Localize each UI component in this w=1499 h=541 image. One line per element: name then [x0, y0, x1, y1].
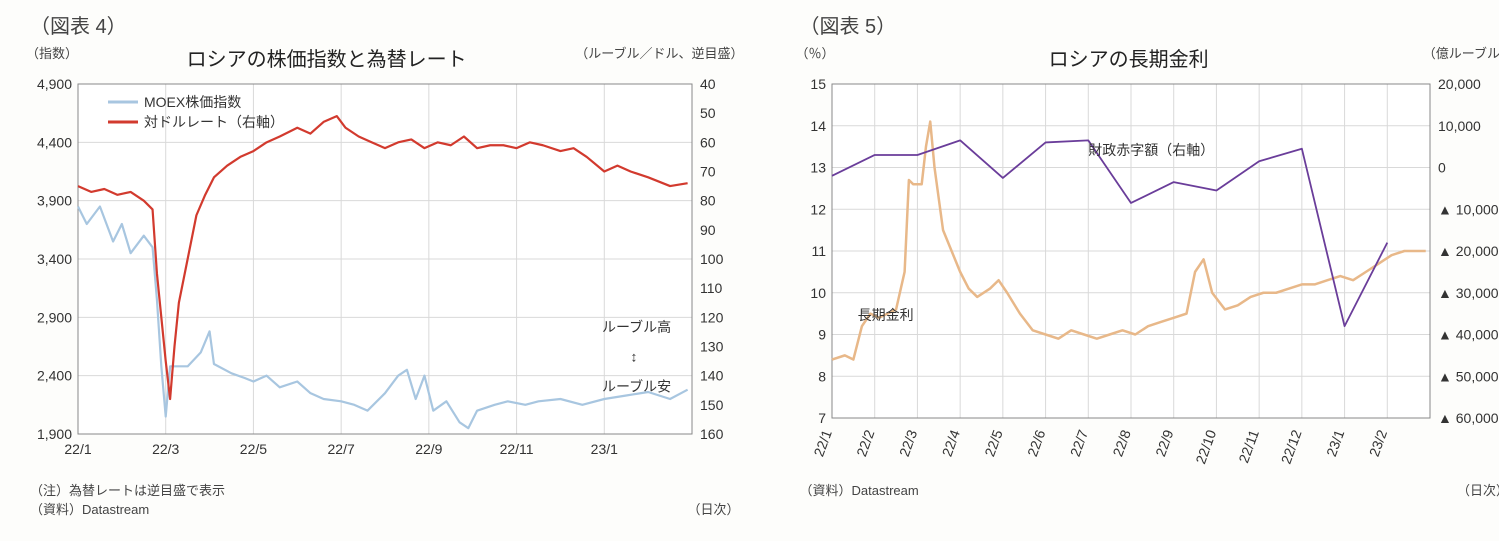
chart5-figure-label: （図表 5）	[800, 10, 1499, 39]
svg-text:160: 160	[700, 426, 724, 442]
svg-text:22/6: 22/6	[1024, 427, 1048, 458]
chart4-panel: （図表 4） （指数） ロシアの株価指数と為替レート （ルーブル／ドル、逆目盛）…	[20, 10, 750, 518]
svg-text:10: 10	[810, 285, 826, 301]
svg-text:4,400: 4,400	[37, 134, 72, 150]
svg-text:22/4: 22/4	[938, 427, 962, 458]
svg-text:2,400: 2,400	[37, 368, 72, 384]
svg-text:130: 130	[700, 339, 724, 355]
svg-text:22/1: 22/1	[810, 427, 834, 458]
svg-text:22/2: 22/2	[853, 427, 877, 458]
svg-text:財政赤字額（右軸）: 財政赤字額（右軸）	[1088, 142, 1214, 158]
svg-text:ルーブル高: ルーブル高	[602, 319, 671, 335]
chart4-left-axis-label: （指数）	[26, 43, 78, 74]
svg-text:0: 0	[1438, 160, 1446, 176]
svg-text:22/10: 22/10	[1192, 427, 1219, 466]
chart5-panel: （図表 5） （％） ロシアの長期金利 （億ルーブル） 7 8 9 10 11 12 13 1…	[790, 10, 1499, 518]
svg-text:11: 11	[811, 243, 826, 259]
svg-text:▲ 40,000: ▲ 40,000	[1438, 327, 1499, 343]
chart4-x-axis-label: （日次）	[687, 499, 739, 518]
svg-text:MOEX株価指数: MOEX株価指数	[144, 94, 241, 110]
svg-text:70: 70	[700, 164, 716, 180]
svg-text:▲ 60,000: ▲ 60,000	[1438, 410, 1499, 426]
chart4-note2: （資料）Datastream	[30, 499, 225, 518]
svg-text:23/2: 23/2	[1365, 427, 1389, 458]
svg-text:15: 15	[810, 76, 826, 92]
svg-text:9: 9	[818, 327, 826, 343]
svg-text:150: 150	[700, 397, 724, 413]
svg-text:12: 12	[810, 201, 826, 217]
svg-text:ルーブル安: ルーブル安	[602, 379, 671, 395]
chart4-right-axis-label: （ルーブル／ドル、逆目盛）	[575, 43, 743, 74]
svg-text:長期金利: 長期金利	[857, 307, 913, 323]
svg-text:3,900: 3,900	[37, 193, 72, 209]
svg-text:90: 90	[700, 222, 716, 238]
svg-text:50: 50	[700, 105, 716, 121]
svg-text:120: 120	[700, 309, 724, 325]
svg-text:22/1: 22/1	[64, 441, 91, 457]
svg-text:22/8: 22/8	[1109, 427, 1133, 458]
svg-text:110: 110	[700, 280, 723, 296]
svg-text:22/7: 22/7	[1066, 427, 1090, 458]
svg-text:13: 13	[810, 160, 826, 176]
svg-text:22/3: 22/3	[895, 427, 919, 458]
svg-text:1,900: 1,900	[37, 426, 72, 442]
svg-text:22/3: 22/3	[152, 441, 179, 457]
chart4-note1: （注）為替レートは逆目盛で表示	[30, 480, 225, 499]
svg-text:22/12: 22/12	[1277, 427, 1304, 466]
svg-text:↕: ↕	[631, 349, 638, 365]
chart5-left-axis-label: （％）	[796, 43, 835, 74]
svg-text:22/11: 22/11	[500, 441, 534, 457]
svg-text:7: 7	[818, 410, 826, 426]
svg-text:▲ 50,000: ▲ 50,000	[1438, 368, 1499, 384]
chart5-title: ロシアの長期金利	[835, 43, 1423, 72]
svg-text:80: 80	[700, 193, 716, 209]
svg-text:22/7: 22/7	[328, 441, 355, 457]
svg-text:2,900: 2,900	[37, 309, 72, 325]
svg-text:22/5: 22/5	[240, 441, 267, 457]
svg-text:40: 40	[700, 76, 716, 92]
chart4-figure-label: （図表 4）	[30, 10, 750, 39]
svg-text:100: 100	[700, 251, 724, 267]
svg-text:20,000: 20,000	[1438, 76, 1481, 92]
svg-text:22/11: 22/11	[1235, 427, 1262, 465]
svg-text:10,000: 10,000	[1438, 118, 1481, 134]
svg-text:23/1: 23/1	[591, 441, 618, 457]
svg-text:22/9: 22/9	[415, 441, 442, 457]
svg-text:4,900: 4,900	[37, 76, 72, 92]
svg-text:▲ 30,000: ▲ 30,000	[1438, 285, 1499, 301]
svg-text:14: 14	[810, 118, 826, 134]
svg-text:▲ 10,000: ▲ 10,000	[1438, 201, 1499, 217]
svg-text:22/5: 22/5	[981, 427, 1005, 458]
svg-text:140: 140	[700, 368, 724, 384]
svg-text:対ドルレート（右軸）: 対ドルレート（右軸）	[144, 114, 284, 130]
chart5-plot: 7 8 9 10 11 12 13 14 15 20,000 10,000 0 ▲ 10,000 ▲ 20…	[790, 74, 1499, 474]
chart5-right-axis-label: （億ルーブル）	[1423, 43, 1499, 74]
svg-text:23/1: 23/1	[1323, 427, 1347, 458]
svg-text:3,400: 3,400	[37, 251, 72, 267]
chart5-x-axis-label: （日次）	[1457, 480, 1499, 499]
svg-text:▲ 20,000: ▲ 20,000	[1438, 243, 1499, 259]
chart5-note1: （資料）Datastream	[800, 480, 919, 499]
chart4-title: ロシアの株価指数と為替レート	[78, 43, 575, 72]
chart4-plot: 1,900 2,400 2,900 3,400 3,900 4,400 4,900 40 50 6…	[20, 74, 740, 474]
svg-text:8: 8	[818, 368, 826, 384]
svg-text:60: 60	[700, 134, 716, 150]
svg-text:22/9: 22/9	[1152, 427, 1176, 458]
